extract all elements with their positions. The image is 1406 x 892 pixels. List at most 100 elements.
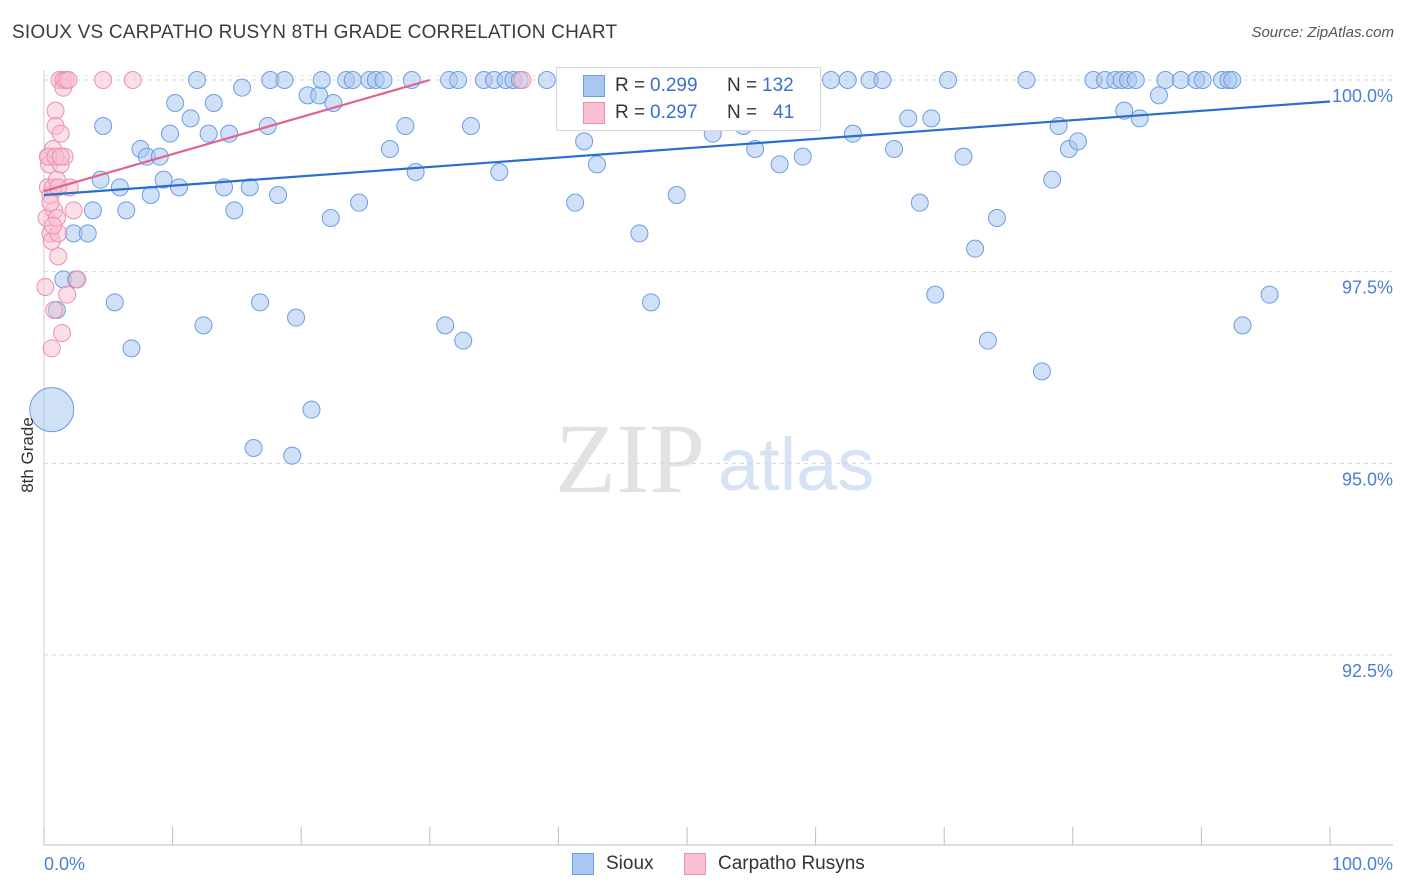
sioux-point — [233, 78, 252, 97]
sioux-point — [380, 140, 399, 158]
sioux-point — [987, 209, 1006, 227]
n-label: N = — [727, 75, 763, 96]
sioux-point — [630, 224, 649, 243]
sioux-point — [1130, 109, 1149, 128]
sioux-point — [566, 193, 585, 212]
rusyn-point — [46, 101, 65, 120]
sioux-point — [350, 193, 369, 212]
rusyn-point — [36, 278, 55, 296]
rusyn-point — [49, 247, 68, 266]
sioux-point — [1068, 132, 1087, 151]
sioux-point — [575, 132, 594, 151]
rusyn-point — [51, 147, 70, 166]
sioux-point — [110, 178, 129, 197]
sioux-point — [822, 71, 841, 89]
rusyn-point — [41, 193, 60, 212]
sioux-point — [793, 147, 812, 166]
rusyn-trend-line — [43, 78, 431, 193]
sioux-point — [321, 209, 340, 227]
rusyn-point — [68, 270, 87, 289]
rusyn-point — [94, 71, 113, 89]
rusyn-swatch — [583, 102, 605, 124]
rusyn-point — [64, 201, 83, 220]
sioux-point — [746, 140, 765, 158]
sioux-point — [966, 239, 985, 258]
sioux-point — [396, 117, 415, 135]
sioux-point — [1233, 316, 1252, 335]
stats-legend: R = 0.299 N = 132 R = 0.297 N = 41 — [556, 67, 821, 131]
sioux-point — [770, 155, 789, 174]
sioux-point — [1126, 71, 1145, 89]
sioux-point — [1149, 86, 1168, 105]
legend-item-sioux: Sioux — [572, 851, 654, 877]
sioux-point — [461, 117, 480, 135]
sioux-point — [170, 178, 189, 197]
rusyn-point — [59, 71, 78, 89]
sioux-point — [240, 178, 259, 197]
rusyn-point — [513, 71, 532, 89]
sioux-point — [225, 201, 244, 220]
sioux-point — [374, 71, 393, 89]
n-value: 132 — [762, 75, 794, 96]
sioux-point — [117, 201, 136, 220]
sioux-point — [978, 331, 997, 350]
sioux-point — [838, 71, 857, 89]
sioux-point — [94, 117, 113, 135]
watermark-zip: ZIP — [555, 403, 705, 514]
sioux-point — [302, 400, 321, 419]
sioux-point — [954, 147, 973, 166]
sioux-point — [449, 71, 468, 89]
sioux-point — [667, 186, 686, 204]
sioux-point — [181, 109, 200, 128]
rusyn-point — [42, 339, 61, 358]
y-tick-label: 95.0% — [1342, 469, 1393, 489]
sioux-point — [1260, 285, 1279, 304]
sioux-point — [141, 186, 160, 204]
sioux-point — [641, 293, 660, 312]
rusyn-legend-label: Carpatho Rusyns — [718, 853, 865, 874]
sioux-point — [926, 285, 945, 304]
watermark-atlas: atlas — [718, 423, 874, 506]
sioux-point — [244, 439, 263, 457]
rusyn-point — [51, 124, 70, 143]
sioux-point — [490, 163, 509, 181]
y-tick-label: 100.0% — [1332, 86, 1393, 106]
rusyn-point — [45, 301, 64, 319]
sioux-point — [105, 293, 124, 312]
sioux-point — [188, 71, 207, 89]
sioux-point — [537, 71, 556, 89]
sioux-point — [1171, 71, 1190, 89]
sioux-point — [194, 316, 213, 335]
r-value: 0.297 — [650, 102, 698, 123]
sioux-point — [154, 170, 173, 189]
sioux-point — [199, 124, 218, 143]
sioux-point — [939, 71, 958, 89]
sioux-point — [885, 140, 904, 158]
sioux-point — [910, 193, 929, 212]
sioux-point — [873, 71, 892, 89]
x-tick-label: 100.0% — [1332, 854, 1393, 874]
sioux-point — [275, 71, 294, 89]
sioux-point — [312, 71, 331, 89]
sioux-point — [1193, 71, 1212, 89]
sioux-point — [843, 124, 862, 143]
sioux-point — [1017, 71, 1036, 89]
sioux-swatch — [583, 75, 605, 97]
sioux-point — [161, 124, 180, 143]
sioux-legend-label: Sioux — [606, 853, 654, 874]
y-axis-label: 8th Grade — [18, 417, 37, 493]
sioux-point — [343, 71, 362, 89]
sioux-point — [922, 109, 941, 128]
sioux-point — [1156, 71, 1175, 89]
r-label: R = — [615, 75, 651, 96]
sioux-point — [1043, 170, 1062, 189]
sioux-point — [1032, 362, 1051, 381]
r-label: R = — [615, 102, 651, 123]
y-tick-label: 92.5% — [1342, 661, 1393, 681]
n-label: N = — [727, 102, 763, 123]
sioux-point — [283, 446, 302, 465]
rusyn-point — [53, 324, 72, 342]
rusyn-point — [58, 285, 77, 304]
sioux-point — [166, 94, 185, 112]
